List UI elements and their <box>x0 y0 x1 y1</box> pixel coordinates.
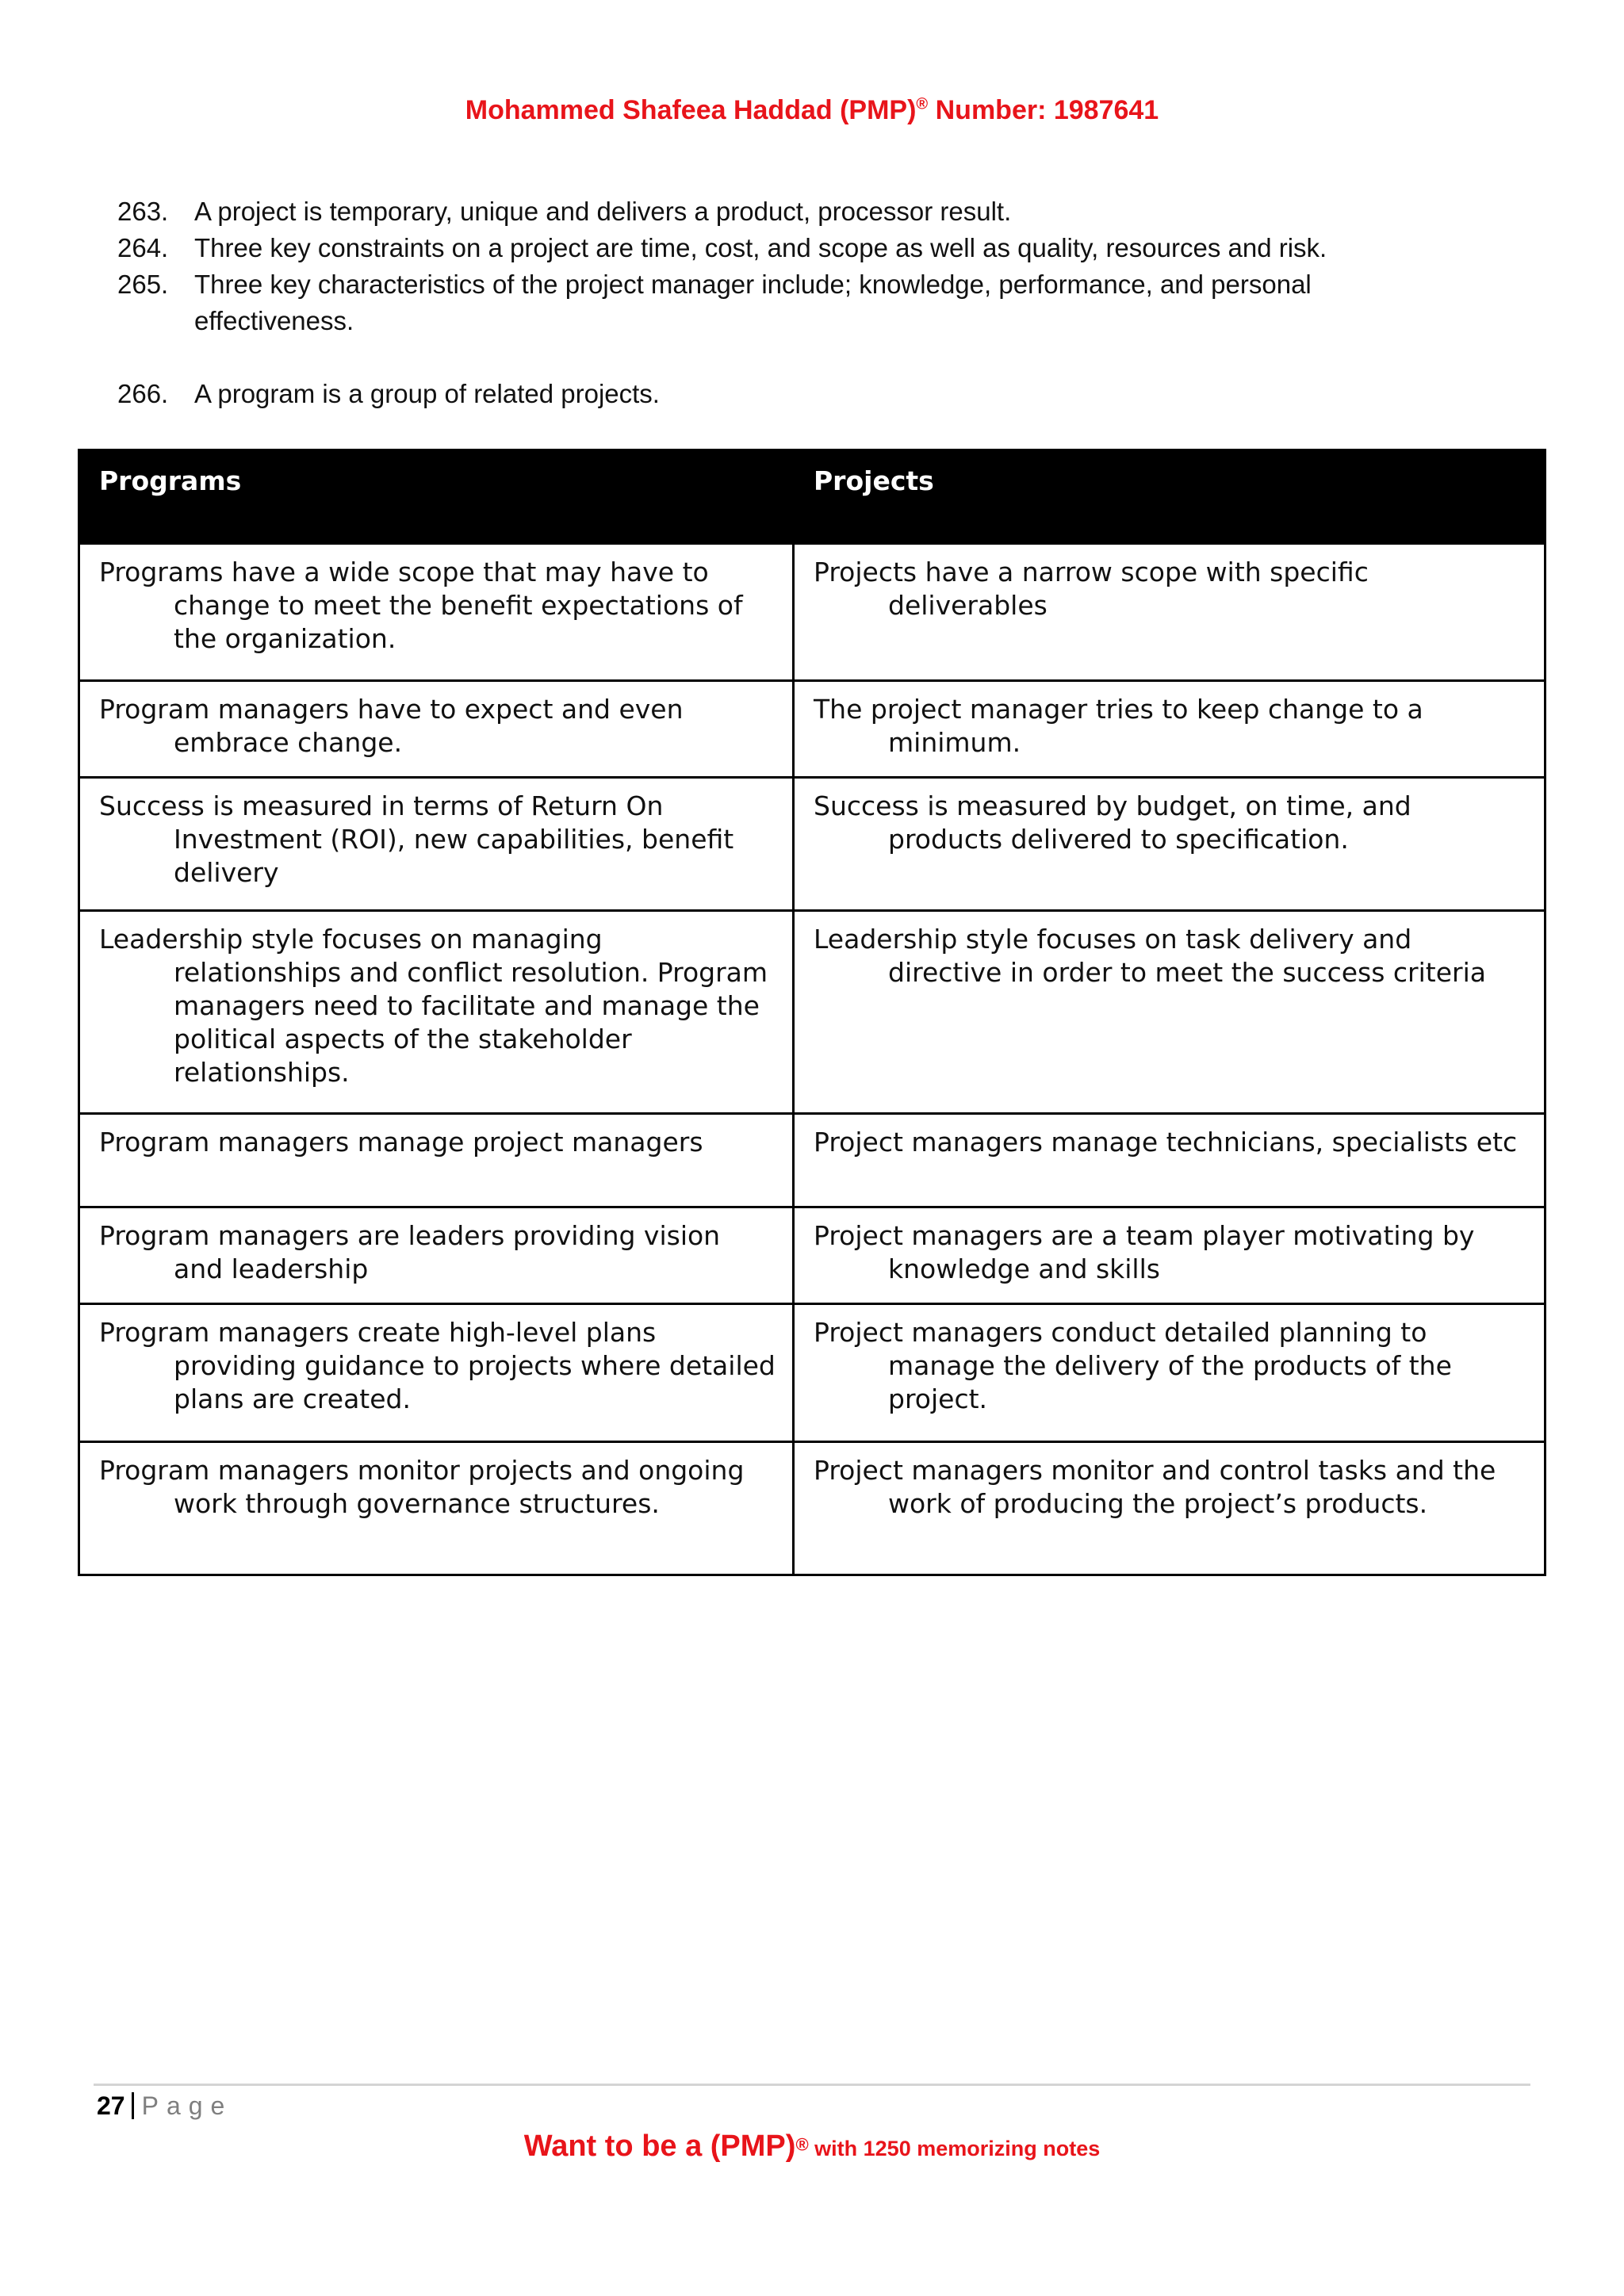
item-text: Three key characteristics of the project… <box>194 270 1312 335</box>
programs-cell: Program managers have to expect and even… <box>78 679 795 779</box>
programs-vs-projects-table: Programs Projects Programs have a wide s… <box>78 449 1546 1576</box>
table-row: Program managers create high-level plans… <box>78 1303 1546 1443</box>
column-header-programs: Programs <box>78 449 795 545</box>
item-number: 265. <box>117 270 169 299</box>
pmp-number: Number: 1987641 <box>928 95 1159 125</box>
programs-cell: Success is measured in terms of Return O… <box>78 776 795 912</box>
item-text: A project is temporary, unique and deliv… <box>194 197 1012 226</box>
item-number: 263. <box>117 197 169 226</box>
registered-mark: ® <box>916 95 929 113</box>
projects-cell: Success is measured by budget, on time, … <box>792 776 1546 912</box>
footer-promo: Want to be a (PMP)® with 1250 memorizing… <box>0 2130 1624 2164</box>
page-number-value: 27 <box>97 2091 125 2120</box>
programs-cell: Leadership style focuses on managing rel… <box>78 909 795 1115</box>
table-row: Programs have a wide scope that may have… <box>78 542 1546 682</box>
projects-cell: Project managers conduct detailed planni… <box>792 1303 1546 1443</box>
programs-cell: Program managers are leaders providing v… <box>78 1206 795 1305</box>
table-row: Program managers are leaders providing v… <box>78 1206 1546 1305</box>
projects-cell: Project managers monitor and control tas… <box>792 1441 1546 1576</box>
table-row: Program managers monitor projects and on… <box>78 1441 1546 1576</box>
item-number: 266. <box>117 379 169 408</box>
item-text: Three key constraints on a project are t… <box>194 233 1327 262</box>
promo-registered-mark: ® <box>795 2134 809 2155</box>
projects-cell: Project managers are a team player motiv… <box>792 1206 1546 1305</box>
table-row: Program managers manage project managers… <box>78 1112 1546 1208</box>
author-name: Mohammed Shafeea Haddad (PMP) <box>465 95 917 125</box>
column-header-projects: Projects <box>792 449 1546 545</box>
promo-main: Want to be a (PMP) <box>523 2130 796 2163</box>
page-label: Page <box>141 2091 233 2120</box>
table-row: Success is measured in terms of Return O… <box>78 776 1546 912</box>
programs-cell: Program managers manage project managers <box>78 1112 795 1208</box>
programs-cell: Program managers monitor projects and on… <box>78 1441 795 1576</box>
projects-cell: Projects have a narrow scope with specif… <box>792 542 1546 682</box>
item-text: A program is a group of related projects… <box>194 379 660 408</box>
table-row: Leadership style focuses on managing rel… <box>78 909 1546 1115</box>
projects-cell: The project manager tries to keep change… <box>792 679 1546 779</box>
table-header-row: Programs Projects <box>78 449 1546 545</box>
projects-cell: Leadership style focuses on task deliver… <box>792 909 1546 1115</box>
footer-divider <box>94 2084 1530 2086</box>
projects-cell: Project managers manage technicians, spe… <box>792 1112 1546 1208</box>
page-separator <box>131 2092 134 2119</box>
promo-sub: with 1250 memorizing notes <box>808 2137 1101 2160</box>
programs-cell: Programs have a wide scope that may have… <box>78 542 795 682</box>
document-header: Mohammed Shafeea Haddad (PMP)® Number: 1… <box>0 95 1624 126</box>
programs-cell: Program managers create high-level plans… <box>78 1303 795 1443</box>
item-number: 264. <box>117 233 169 262</box>
table-row: Program managers have to expect and even… <box>78 679 1546 779</box>
page-number: 27 Page <box>97 2091 232 2121</box>
